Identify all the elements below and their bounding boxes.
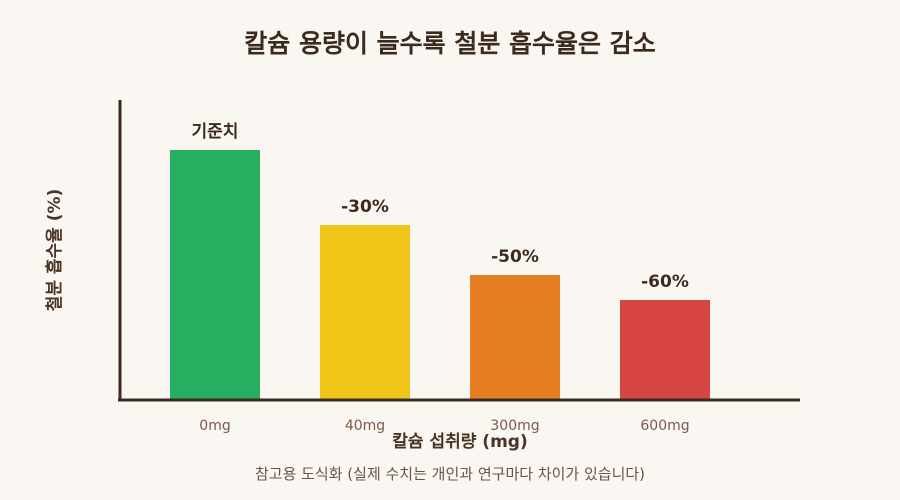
chart-title: 칼슘 용량이 늘수록 철분 흡수율은 감소 <box>244 29 656 58</box>
data-labels-layer: 기준치 -30% -50% -60% <box>192 122 689 292</box>
x-tick-40mg: 40mg <box>345 418 385 434</box>
data-label-600mg: -60% <box>641 272 689 292</box>
bar-600mg <box>620 300 710 400</box>
bar-40mg <box>320 225 410 400</box>
bars-layer <box>170 150 710 400</box>
data-label-40mg: -30% <box>341 197 389 217</box>
x-tick-0mg: 0mg <box>199 418 230 434</box>
footnote: 참고용 도식화 (실제 수치는 개인과 연구마다 차이가 있습니다) <box>255 465 645 483</box>
data-label-300mg: -50% <box>491 247 539 267</box>
bar-0mg <box>170 150 260 400</box>
x-ticks-layer: 0mg 40mg 300mg 600mg <box>199 418 689 434</box>
x-axis-label: 칼슘 섭취량 (mg) <box>392 431 527 452</box>
bar-300mg <box>470 275 560 400</box>
x-tick-600mg: 600mg <box>640 418 689 434</box>
data-label-0mg: 기준치 <box>192 122 239 142</box>
x-tick-300mg: 300mg <box>490 418 539 434</box>
y-axis-label: 철분 흡수율 (%) <box>44 189 65 312</box>
